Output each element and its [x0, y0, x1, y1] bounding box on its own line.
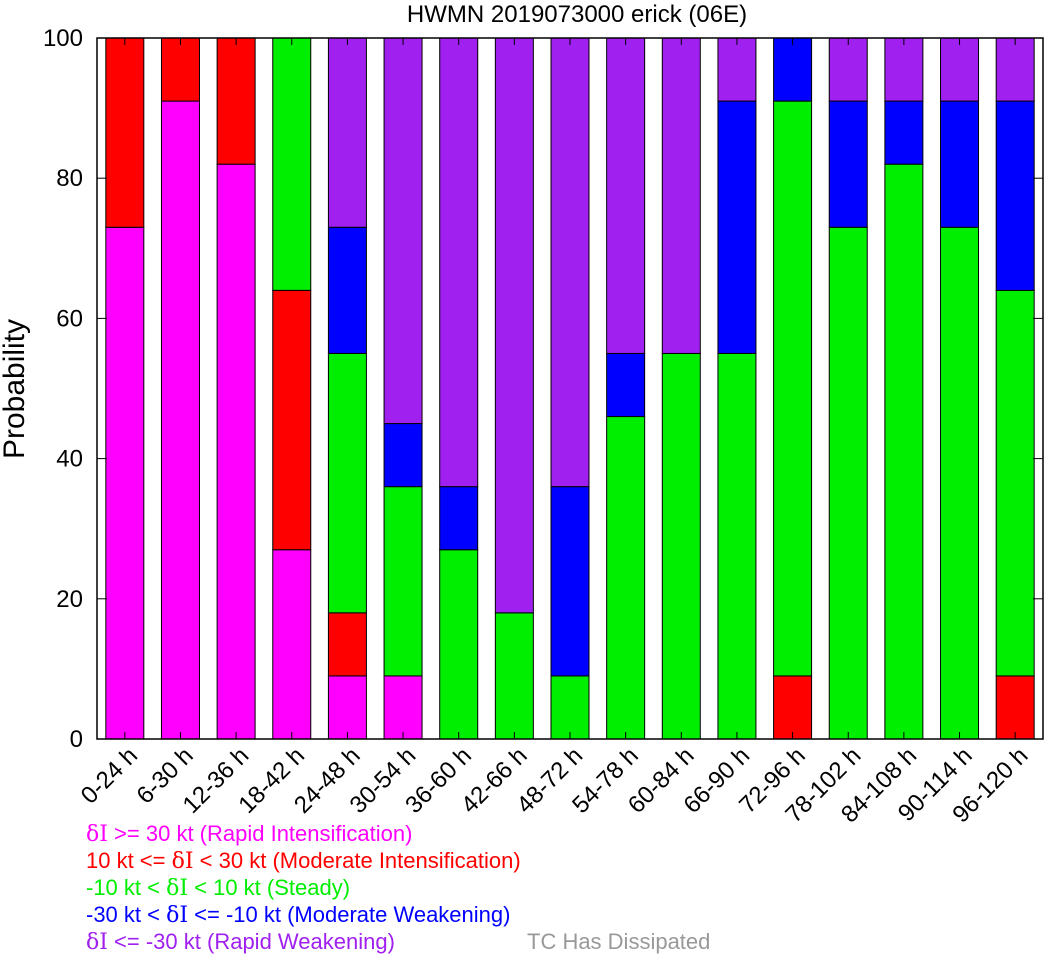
y-tick-label: 0	[70, 726, 83, 753]
legend-text: <= -10 kt (Moderate Weakening)	[188, 902, 511, 927]
legend-text: <= -30 kt (Rapid Weakening)	[107, 929, 395, 954]
bars-group	[105, 37, 1035, 740]
y-axis-label: Probability	[0, 319, 31, 459]
legend-text: >= 30 kt (Rapid Intensification)	[107, 821, 413, 846]
legend-prefix: -10 kt <	[86, 875, 167, 900]
bar-segment-rapid-weakening	[884, 37, 924, 102]
legend-item-steady: -10 kt < δI < 10 kt (Steady)	[86, 874, 1046, 901]
legend-item-rapid-intensification: δI >= 30 kt (Rapid Intensification)	[86, 820, 1046, 847]
chart-title: HWMN 2019073000 erick (06E)	[407, 1, 747, 28]
bar-segment-steady	[884, 163, 924, 740]
bar-segment-rapid-intensification	[105, 226, 145, 740]
bar-segment-moderate-weakening	[828, 100, 868, 228]
bar-segment-steady	[828, 226, 868, 740]
bar-segment-rapid-weakening	[995, 37, 1035, 102]
bar-segment-steady	[494, 612, 534, 740]
bar-segment-moderate-intensification	[773, 675, 813, 740]
bar-segment-rapid-weakening	[327, 37, 367, 228]
bar-segment-rapid-weakening	[661, 37, 701, 354]
bar-segment-moderate-weakening	[995, 100, 1035, 291]
bar-segment-steady	[661, 352, 701, 740]
legend-prefix: 10 kt <=	[86, 848, 172, 873]
legend-text: < 30 kt (Moderate Intensification)	[193, 848, 521, 873]
bar-segment-moderate-weakening	[383, 423, 423, 488]
bar-segment-rapid-intensification	[272, 549, 312, 740]
y-tick-label: 100	[43, 25, 83, 52]
x-ticks-group: 0-24 h6-30 h12-36 h18-42 h24-48 h30-54 h…	[76, 742, 1034, 828]
y-tick-label: 60	[56, 305, 83, 332]
bar-segment-rapid-intensification	[327, 675, 367, 740]
bar-segment-steady	[272, 37, 312, 291]
legend-symbol: δI	[86, 822, 108, 847]
legend-item-rapid-weakening: δI <= -30 kt (Rapid Weakening)	[86, 928, 1046, 955]
bar-segment-rapid-weakening	[439, 37, 479, 488]
bar-segment-moderate-intensification	[327, 612, 367, 677]
legend-prefix: -30 kt <	[86, 902, 167, 927]
bar-segment-steady	[550, 675, 590, 740]
legend-item-moderate-weakening: -30 kt < δI <= -10 kt (Moderate Weakenin…	[86, 901, 1046, 928]
bar-segment-moderate-intensification	[160, 37, 200, 102]
bar-segment-steady	[327, 352, 367, 614]
bar-segment-moderate-intensification	[995, 675, 1035, 740]
bar-segment-moderate-intensification	[272, 289, 312, 551]
bar-segment-steady	[995, 289, 1035, 677]
bar-segment-rapid-intensification	[216, 163, 256, 740]
bar-segment-rapid-weakening	[383, 37, 423, 425]
legend-symbol: δI	[166, 903, 189, 928]
bar-segment-moderate-weakening	[550, 486, 590, 677]
legend-item-dissipated: TC Has Dissipated	[527, 929, 711, 954]
bar-segment-rapid-weakening	[717, 37, 757, 102]
bar-segment-steady	[773, 100, 813, 677]
legend-symbol: δI	[171, 849, 194, 874]
axes-group	[96, 37, 1044, 740]
bar-segment-steady	[940, 226, 980, 740]
bar-segment-moderate-weakening	[606, 352, 646, 418]
bar-segment-rapid-intensification	[160, 100, 200, 740]
legend-text: < 10 kt (Steady)	[188, 875, 351, 900]
bar-segment-moderate-weakening	[439, 486, 479, 551]
x-tick-label: 0-24 h	[76, 742, 143, 809]
bar-segment-steady	[606, 416, 646, 740]
bar-segment-rapid-weakening	[494, 37, 534, 614]
bar-segment-moderate-weakening	[327, 226, 367, 354]
legend: δI >= 30 kt (Rapid Intensification) 10 k…	[86, 820, 1046, 955]
y-ticks-group: 0 20 40 60 80 100	[43, 25, 83, 753]
bar-segment-moderate-weakening	[884, 100, 924, 165]
bar-segment-moderate-weakening	[940, 100, 980, 228]
plot-frame	[96, 37, 1044, 740]
bar-segment-rapid-weakening	[828, 37, 868, 102]
y-tick-label: 20	[56, 586, 83, 613]
legend-item-moderate-intensification: 10 kt <= δI < 30 kt (Moderate Intensific…	[86, 847, 1046, 874]
legend-symbol: δI	[166, 876, 189, 901]
bar-segment-moderate-weakening	[717, 100, 757, 354]
bar-segment-moderate-intensification	[105, 37, 145, 228]
bar-segment-rapid-weakening	[940, 37, 980, 102]
bar-segment-rapid-intensification	[383, 675, 423, 740]
y-tick-label: 80	[56, 165, 83, 192]
legend-symbol: δI	[86, 930, 108, 955]
bar-segment-steady	[439, 549, 479, 740]
bar-segment-moderate-weakening	[773, 37, 813, 102]
bar-segment-rapid-weakening	[606, 37, 646, 354]
bar-segment-rapid-weakening	[550, 37, 590, 488]
bar-segment-steady	[383, 486, 423, 677]
bar-segment-moderate-intensification	[216, 37, 256, 165]
y-tick-label: 40	[56, 446, 83, 473]
bar-segment-steady	[717, 352, 757, 740]
